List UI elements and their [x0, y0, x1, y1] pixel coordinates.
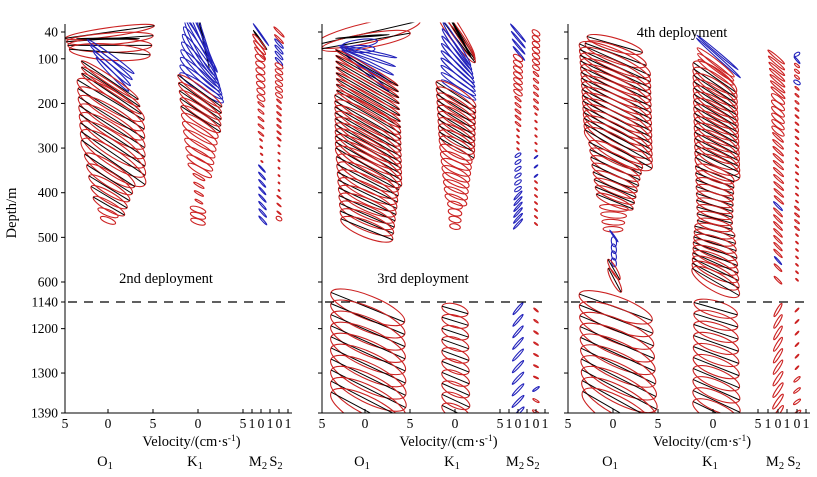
x-tick-label: 1	[542, 416, 549, 431]
y-tick-label: 1200	[31, 321, 58, 336]
tidal-ellipses-S2-p4th	[792, 51, 802, 413]
deployment-label-p3rd: 3rd deployment	[377, 271, 468, 287]
x-tick-label: 0	[195, 416, 202, 431]
ellipse-field-p3rd	[321, 22, 541, 413]
x-tick-label: 0	[533, 416, 540, 431]
tidal-ellipses-K1-p2nd	[177, 22, 224, 226]
x-tick-label: 0	[610, 416, 617, 431]
x-tick-label: 0	[258, 416, 265, 431]
x-tick-label: 1	[249, 416, 256, 431]
x-tick-label: 1	[803, 416, 810, 431]
x-tick-label: 0	[515, 416, 522, 431]
constituent-label-K1: K1	[187, 454, 203, 472]
tidal-ellipses-K1-p4th	[691, 34, 742, 413]
tidal-ellipses-M2-p4th	[767, 49, 786, 413]
deployment-label-p2nd: 2nd deployment	[119, 271, 213, 287]
y-tick-label: 1140	[32, 295, 59, 310]
y-tick-label: 500	[38, 230, 59, 245]
constituent-label-K1: K1	[702, 454, 718, 472]
x-tick-label: 5	[62, 416, 69, 431]
x-tick-label: 1	[267, 416, 274, 431]
y-tick-label: 600	[38, 275, 59, 290]
y-tick-label: 1390	[31, 406, 58, 421]
tidal-ellipses-O1-p3rd	[321, 22, 421, 413]
constituent-label-K1: K1	[444, 454, 460, 472]
constituent-label-M2: M2	[249, 454, 267, 472]
x-tick-label: 0	[775, 416, 782, 431]
y-tick-label: 200	[38, 96, 59, 111]
x-tick-label: 5	[755, 416, 762, 431]
x-tick-label: 5	[150, 416, 157, 431]
constituent-label-O1: O1	[97, 454, 113, 472]
x-tick-label: 0	[276, 416, 283, 431]
x-tick-label: 1	[784, 416, 791, 431]
tidal-ellipses-M2-p2nd	[252, 23, 270, 226]
tidal-ellipses-S2-p2nd	[273, 26, 285, 222]
x-tick-label: 0	[362, 416, 369, 431]
y-tick-label: 100	[38, 51, 59, 66]
tidal-ellipses-O1-p2nd	[64, 23, 155, 225]
x-tick-label: 1	[285, 416, 292, 431]
x-axis-label: Velocity/(cm·s-1)	[653, 434, 751, 450]
constituent-label-S2: S2	[787, 454, 800, 472]
y-tick-label: 400	[38, 185, 59, 200]
y-axis-label: Depth/m	[4, 187, 20, 238]
tidal-ellipses-K1-p3rd	[435, 22, 477, 413]
deployment-label-p4th: 4th deployment	[637, 25, 728, 41]
y-tick-label: 1300	[31, 366, 58, 381]
tidal-ellipses-O1-p4th	[578, 33, 659, 413]
constituent-label-O1: O1	[354, 454, 370, 472]
x-tick-label: 1	[765, 416, 772, 431]
constituent-label-S2: S2	[269, 454, 282, 472]
x-tick-label: 1	[524, 416, 531, 431]
x-axis-label: Velocity/(cm·s-1)	[399, 434, 497, 450]
ellipse-field-p2nd	[64, 22, 285, 226]
constituent-label-M2: M2	[506, 454, 524, 472]
ellipse-field-p4th	[578, 33, 802, 413]
x-tick-label: 1	[506, 416, 513, 431]
y-tick-label: 40	[45, 25, 59, 40]
y-tick-label: 300	[38, 141, 59, 156]
x-tick-label: 5	[407, 416, 414, 431]
x-tick-label: 5	[565, 416, 572, 431]
x-tick-label: 5	[319, 416, 326, 431]
x-tick-label: 5	[497, 416, 504, 431]
constituent-label-O1: O1	[602, 454, 618, 472]
x-tick-label: 0	[710, 416, 717, 431]
constituent-label-M2: M2	[766, 454, 784, 472]
constituent-label-S2: S2	[526, 454, 539, 472]
x-axis-label: Velocity/(cm·s-1)	[142, 434, 240, 450]
x-tick-label: 5	[240, 416, 247, 431]
x-tick-label: 0	[452, 416, 459, 431]
x-tick-label: 0	[105, 416, 112, 431]
x-tick-label: 0	[794, 416, 801, 431]
tidal-ellipses-S2-p3rd	[531, 29, 541, 413]
tidal-ellipses-M2-p3rd	[509, 23, 527, 413]
x-tick-label: 5	[655, 416, 662, 431]
